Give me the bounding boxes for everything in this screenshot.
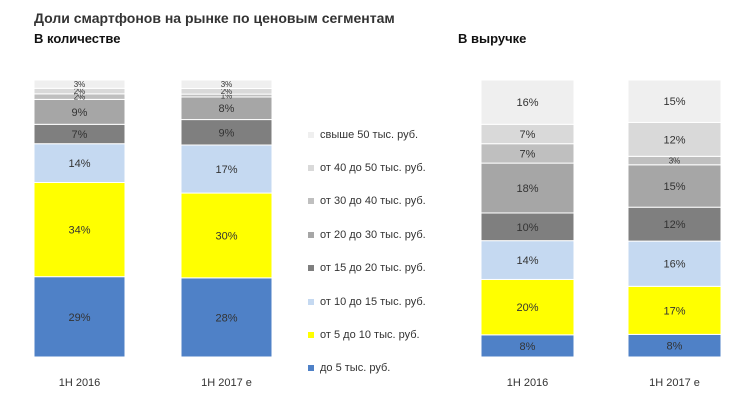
bar-segment xyxy=(33,143,126,183)
bar-segment xyxy=(33,79,126,89)
data-label: 14% xyxy=(68,158,90,170)
data-label: 9% xyxy=(72,107,88,119)
revenue-chart-subtitle: В выручке xyxy=(458,31,527,46)
legend-swatch xyxy=(308,265,314,272)
data-label: 3% xyxy=(74,80,86,89)
legend-item: от 5 до 10 тыс. руб. xyxy=(308,318,426,351)
data-label: 15% xyxy=(663,96,685,108)
data-label: 8% xyxy=(219,103,235,115)
category-label: 1H 2017 e xyxy=(201,377,252,389)
category-label: 1H 2016 xyxy=(59,377,101,389)
data-label: 16% xyxy=(663,259,685,271)
quantity-chart-subtitle: В количестве xyxy=(34,31,121,46)
legend-swatch xyxy=(308,365,314,372)
data-label: 12% xyxy=(663,219,685,231)
legend-label: от 20 до 30 тыс. руб. xyxy=(320,228,426,241)
data-label: 2% xyxy=(221,87,233,96)
legend-item: до 5 тыс. руб. xyxy=(308,352,426,385)
legend-swatch xyxy=(308,198,314,205)
bar-segment xyxy=(33,181,126,278)
data-label: 10% xyxy=(516,222,538,234)
data-label: 20% xyxy=(516,302,538,314)
legend-item: от 10 до 15 тыс. руб. xyxy=(308,285,426,318)
data-label: 28% xyxy=(215,312,237,324)
bar-segment xyxy=(480,278,575,336)
data-label: 30% xyxy=(215,230,237,242)
legend-label: до 5 тыс. руб. xyxy=(320,362,391,375)
legend-label: от 5 до 10 тыс. руб. xyxy=(320,329,420,342)
legend-swatch xyxy=(308,298,314,305)
legend-swatch xyxy=(308,231,314,238)
category-label: 1H 2017 e xyxy=(649,377,700,389)
data-label: 15% xyxy=(663,181,685,193)
bar-segment xyxy=(627,164,722,208)
data-label: 14% xyxy=(516,255,538,267)
data-label: 17% xyxy=(663,305,685,317)
legend-label: от 10 до 15 тыс. руб. xyxy=(320,295,426,308)
data-label: 8% xyxy=(667,341,683,353)
data-label: 12% xyxy=(663,134,685,146)
bar-segment xyxy=(33,276,126,358)
legend-label: от 15 до 20 тыс. руб. xyxy=(320,262,426,275)
bar-segment xyxy=(180,79,273,89)
data-label: 8% xyxy=(520,341,536,353)
data-label: 2% xyxy=(74,87,86,96)
data-label: 7% xyxy=(520,129,536,141)
data-label: 18% xyxy=(516,183,538,195)
legend-item: от 40 до 50 тыс. руб. xyxy=(308,151,426,184)
data-label: 9% xyxy=(219,127,235,139)
bar-segment xyxy=(627,206,722,242)
chart-title: Доли смартфонов на рынке по ценовым сегм… xyxy=(34,10,395,26)
data-label: 7% xyxy=(72,129,88,141)
legend-label: от 40 до 50 тыс. руб. xyxy=(320,162,426,175)
bar-segment xyxy=(627,121,722,157)
bar-segment xyxy=(180,277,273,358)
legend-item: от 30 до 40 тыс. руб. xyxy=(308,185,426,218)
data-label: 3% xyxy=(221,80,233,89)
bar-segment xyxy=(480,79,575,125)
bar-segment xyxy=(480,162,575,214)
bar-segment xyxy=(627,285,722,335)
legend-swatch xyxy=(308,165,314,172)
data-label: 29% xyxy=(68,312,90,324)
bar-segment xyxy=(180,144,273,194)
legend-item: от 20 до 30 тыс. руб. xyxy=(308,218,426,251)
legend-item: свыше 50 тыс. руб. xyxy=(308,118,426,151)
data-label: 16% xyxy=(516,97,538,109)
legend: свыше 50 тыс. руб. от 40 до 50 тыс. руб. о… xyxy=(308,118,426,385)
bar-segment xyxy=(627,79,722,123)
legend-item: от 15 до 20 тыс. руб. xyxy=(308,252,426,285)
data-label: 3% xyxy=(669,156,681,165)
data-label: 7% xyxy=(520,148,536,160)
legend-label: от 30 до 40 тыс. руб. xyxy=(320,195,426,208)
legend-label: свыше 50 тыс. руб. xyxy=(320,128,419,141)
data-label: 2% xyxy=(74,93,86,102)
data-label: 1% xyxy=(221,91,233,100)
legend-swatch xyxy=(308,332,314,339)
legend-swatch xyxy=(308,131,314,138)
bar-segment xyxy=(480,240,575,280)
bar-segment xyxy=(180,192,273,279)
category-label: 1H 2016 xyxy=(507,377,549,389)
bar-segment xyxy=(33,98,126,125)
data-label: 34% xyxy=(68,225,90,237)
data-label: 17% xyxy=(215,164,237,176)
